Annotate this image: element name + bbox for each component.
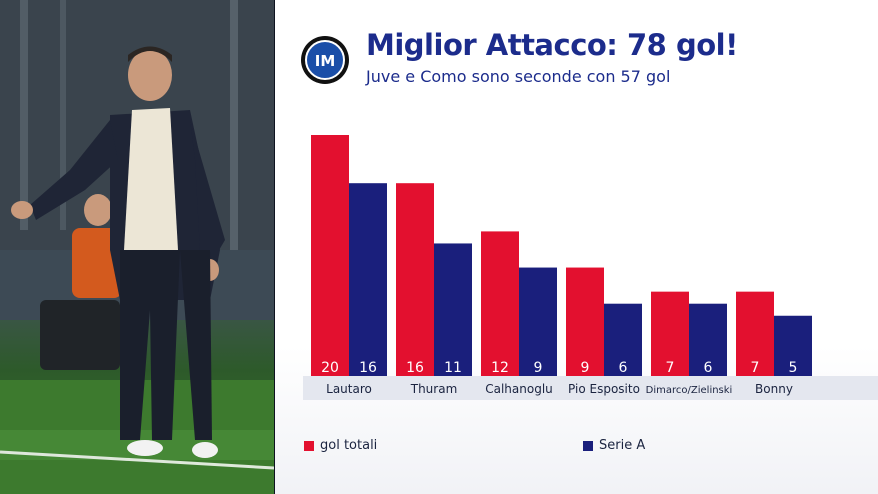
category-label-1: Thuram	[410, 382, 458, 396]
bar-serie-a-1	[434, 243, 472, 376]
legend-gol-totali: gol totali	[304, 438, 377, 453]
category-label-band	[303, 376, 878, 400]
page-title: Miglior Attacco: 78 gol!	[366, 28, 738, 62]
bar-gol-totali-3	[566, 267, 604, 376]
data-label-serie-a-5: 5	[789, 360, 798, 376]
category-label-0: Lautaro	[326, 382, 372, 396]
bar-serie-a-4	[689, 303, 727, 376]
data-label-gol-totali-5: 7	[751, 360, 760, 376]
category-label-2: Calhanoglu	[485, 382, 553, 396]
legend-serie-a: Serie A	[583, 438, 645, 453]
data-label-serie-a-2: 9	[534, 360, 543, 376]
category-label-4: Dimarco/Zielinski	[646, 385, 733, 396]
category-label-5: Bonny	[755, 382, 793, 396]
bar-serie-a-0	[349, 183, 387, 376]
category-label-3: Pio Esposito	[568, 382, 640, 396]
data-label-gol-totali-3: 9	[581, 360, 590, 376]
bar-serie-a-5	[774, 315, 812, 376]
data-label-gol-totali-1: 16	[406, 360, 424, 376]
coach-photo	[0, 0, 274, 494]
legend-label-serie-a: Serie A	[599, 438, 646, 453]
data-label-serie-a-1: 11	[444, 360, 462, 376]
svg-text:IM: IM	[315, 52, 336, 70]
bar-gol-totali-1	[396, 183, 434, 376]
bar-gol-totali-0	[311, 135, 349, 376]
data-label-gol-totali-0: 20	[321, 360, 339, 376]
data-label-gol-totali-2: 12	[491, 360, 509, 376]
legend-swatch-gol-totali	[304, 440, 314, 451]
bar-serie-a-2	[519, 267, 557, 376]
data-label-serie-a-3: 6	[619, 360, 628, 376]
legend-label-gol-totali: gol totali	[320, 438, 378, 453]
data-label-serie-a-4: 6	[704, 360, 713, 376]
bar-gol-totali-2	[481, 231, 519, 376]
page-subtitle: Juve e Como sono seconde con 57 gol	[366, 67, 671, 86]
legend-swatch-serie-a	[583, 440, 593, 451]
bar-serie-a-3	[604, 303, 642, 376]
bar-gol-totali-5	[736, 291, 774, 376]
data-label-serie-a-0: 16	[359, 360, 377, 376]
data-label-gol-totali-4: 7	[666, 360, 675, 376]
bar-gol-totali-4	[651, 291, 689, 376]
inter-logo-icon: IM	[300, 35, 350, 85]
bar-chart: 20 16 Lautaro 16 11 Thuram 12 9 Calhanoglu 9 6 Pio …	[311, 135, 812, 396]
